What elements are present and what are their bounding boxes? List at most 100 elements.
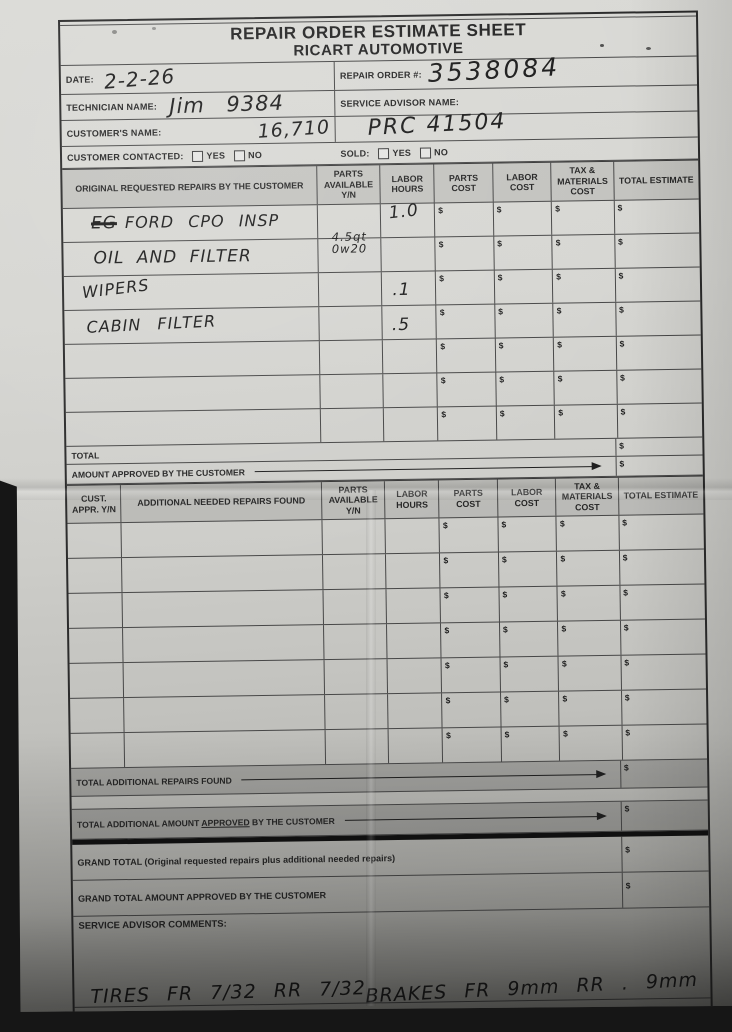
dollar-sign: $	[561, 623, 567, 634]
repair-order-label: REPAIR ORDER #:	[339, 69, 422, 81]
dollar-sign: $	[624, 657, 630, 668]
paper-speck	[112, 30, 117, 34]
col-parts-cost: PARTS COST	[433, 163, 493, 203]
dollar-sign: $	[556, 305, 562, 316]
dollar-sign: $	[625, 727, 631, 738]
dollar-sign: $	[624, 692, 630, 703]
dollar-sign: $	[497, 272, 503, 283]
dollar-sign: $	[502, 624, 508, 635]
dollar-sign: $	[560, 588, 566, 599]
dollar-sign: $	[444, 660, 450, 671]
repair-desc-handwritten: OIL AND FILTER	[93, 246, 252, 269]
repair-order-value-handwritten: 3538084	[427, 51, 561, 88]
customer-value-left-handwritten: 16,710	[256, 116, 331, 143]
dollar-sign: $	[562, 693, 568, 704]
dollar-sign: $	[445, 695, 451, 706]
dollar-sign: $	[438, 239, 444, 250]
dollar-sign: $	[555, 203, 561, 214]
grand-total-approved-label: GRAND TOTAL AMOUNT APPROVED BY THE CUSTO…	[77, 889, 327, 904]
dollar-sign: $	[504, 729, 510, 740]
date-value-handwritten: 2-2-26	[102, 63, 176, 94]
dollar-sign: $	[438, 205, 444, 216]
label-part-underlined: APPROVED	[201, 816, 250, 828]
dollar-sign: $	[442, 520, 448, 531]
technician-value-handwritten: Jim 9384	[168, 90, 284, 119]
dollar-sign: $	[622, 517, 628, 528]
arrow-line	[241, 773, 605, 781]
dollar-sign: $	[501, 554, 507, 565]
dollar-sign: $	[620, 406, 626, 417]
dollar-sign: $	[619, 372, 625, 383]
dollar-sign: $	[439, 307, 445, 318]
sold-yes-label: YES	[392, 147, 412, 158]
dollar-sign: $	[560, 553, 566, 564]
dollar-sign: $	[499, 374, 505, 385]
repair-desc-handwritten: FORD CPO INSP	[124, 210, 280, 233]
repair-desc-handwritten: CABIN FILTER	[86, 311, 217, 337]
paper-speck	[646, 47, 651, 50]
dollar-sign: $	[623, 762, 629, 773]
dollar-sign: $	[503, 694, 509, 705]
service-advisor-comments-section: SERVICE ADVISOR COMMENTS: TIRES FR 7/32 …	[73, 907, 711, 1008]
dollar-sign: $	[439, 273, 445, 284]
date-fill-line	[250, 1008, 402, 1012]
dollar-sign: $	[619, 338, 625, 349]
dollar-sign: $	[556, 271, 562, 282]
dollar-sign: $	[441, 409, 447, 420]
dollar-sign: $	[625, 880, 631, 891]
dollar-sign: $	[623, 622, 629, 633]
total-additional-repairs-label: TOTAL ADDITIONAL REPAIRS FOUND	[76, 775, 232, 788]
dollar-sign: $	[503, 659, 509, 670]
dollar-sign: $	[498, 306, 504, 317]
work-approved-time-label: TIME:	[456, 1007, 483, 1019]
customer-value-right-handwritten: PRC 41504	[367, 108, 508, 141]
labor-hours-handwritten: .1	[392, 279, 411, 301]
dollar-sign: $	[501, 519, 507, 530]
horizontal-fold-crease	[0, 478, 732, 500]
repair-desc-struck-handwritten: EG	[90, 213, 118, 234]
paper-speck	[152, 27, 156, 30]
arrow-line	[254, 466, 600, 473]
col-labor-hours: LABOR HOURS	[379, 164, 435, 204]
time-fill-line	[488, 1005, 599, 1012]
dollar-sign: $	[622, 552, 628, 563]
dollar-sign: $	[618, 270, 624, 281]
total-additional-approved-label: TOTAL ADDITIONAL AMOUNT APPROVED BY THE …	[72, 815, 335, 829]
col-original-repairs: ORIGINAL REQUESTED REPAIRS BY THE CUSTOM…	[75, 180, 304, 194]
dollar-sign: $	[558, 407, 564, 418]
contacted-yes-checkbox	[192, 150, 204, 162]
dollar-sign: $	[617, 236, 623, 247]
dollar-sign: $	[557, 339, 563, 350]
contacted-no-checkbox	[234, 149, 246, 161]
customer-name-label: CUSTOMER'S NAME:	[66, 126, 162, 139]
total-label: TOTAL	[71, 449, 100, 461]
labor-hours-handwritten: 1.0	[388, 200, 421, 224]
dollar-sign: $	[619, 458, 625, 469]
sold-no-label: NO	[434, 146, 449, 157]
dollar-sign: $	[625, 844, 631, 855]
dollar-sign: $	[624, 803, 630, 814]
contacted-no-label: NO	[248, 149, 263, 160]
dollar-sign: $	[440, 375, 446, 386]
dollar-sign: $	[496, 204, 502, 215]
sold-yes-checkbox	[378, 147, 390, 159]
service-advisor-label: SERVICE ADVISOR NAME:	[340, 96, 460, 109]
dollar-sign: $	[618, 304, 624, 315]
sold-no-checkbox	[420, 146, 432, 159]
col-parts-available: PARTS AVAILABLE Y/N	[315, 165, 381, 205]
parts-available-handwritten: 0w20	[331, 240, 368, 256]
label-part: BY THE CUSTOMER	[249, 815, 335, 827]
technician-label: TECHNICIAN NAME:	[66, 101, 158, 113]
dollar-sign: $	[443, 555, 449, 566]
work-approved-label: WORK APPROVED:	[79, 1011, 169, 1025]
dollar-sign: $	[562, 728, 568, 739]
customer-contacted-label: CUSTOMER CONTACTED:	[66, 150, 184, 163]
dollar-sign: $	[444, 625, 450, 636]
col-total-estimate: TOTAL ESTIMATE	[612, 160, 699, 200]
dollar-sign: $	[440, 341, 446, 352]
col-labor-cost: LABOR COST	[492, 162, 552, 202]
dollar-sign: $	[617, 202, 623, 213]
dollar-sign: $	[557, 373, 563, 384]
vertical-fold-crease	[366, 490, 376, 1006]
